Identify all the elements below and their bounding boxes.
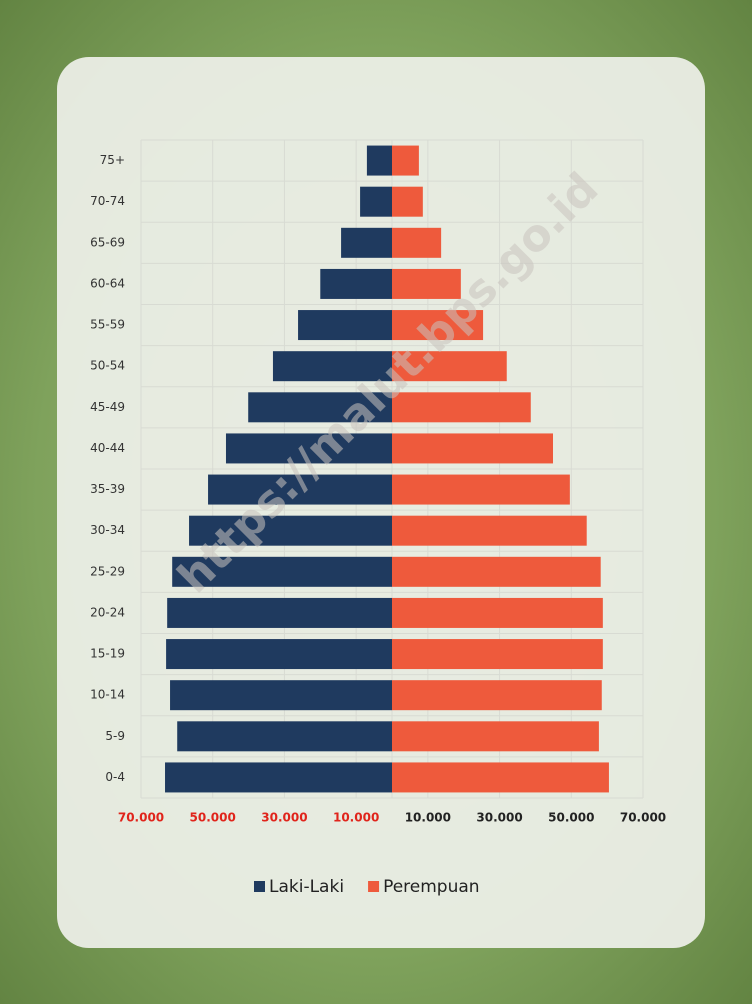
x-tick-label: 30.000 <box>261 811 307 825</box>
bar <box>172 556 392 587</box>
y-tick-label: 0-4 <box>105 770 125 784</box>
bars <box>165 145 609 793</box>
y-tick-label: 50-54 <box>90 359 125 373</box>
y-tick-label: 25-29 <box>90 564 125 578</box>
bar <box>392 145 419 176</box>
bar <box>360 186 392 217</box>
bar <box>392 310 484 341</box>
bar <box>392 268 461 299</box>
y-tick-label: 55-59 <box>90 318 125 332</box>
y-tick-label: 45-49 <box>90 400 125 414</box>
bar <box>392 762 609 793</box>
bar <box>392 515 587 546</box>
bar <box>248 392 392 423</box>
y-tick-label: 75+ <box>100 153 125 167</box>
x-tick-label: 10.000 <box>333 811 379 825</box>
y-tick-label: 40-44 <box>90 441 125 455</box>
bar <box>341 227 392 258</box>
bar <box>166 639 392 670</box>
bar <box>272 351 392 382</box>
bar <box>392 433 553 464</box>
bar <box>392 639 603 670</box>
x-tick-label: 70.000 <box>118 811 164 825</box>
y-tick-label: 30-34 <box>90 523 125 537</box>
x-tick-label: 50.000 <box>548 811 594 825</box>
bar <box>320 268 392 299</box>
bar <box>392 186 423 217</box>
bar <box>392 680 602 711</box>
bar <box>189 515 392 546</box>
bar <box>392 474 570 505</box>
legend-label: Perempuan <box>383 877 480 897</box>
bar <box>225 433 392 464</box>
bar <box>366 145 392 176</box>
bar <box>165 762 392 793</box>
legend-swatch <box>254 881 265 892</box>
y-tick-label: 35-39 <box>90 482 125 496</box>
x-tick-label: 10.000 <box>405 811 451 825</box>
bar <box>392 597 603 628</box>
bar <box>392 392 531 423</box>
bar <box>298 310 392 341</box>
y-tick-label: 15-19 <box>90 647 125 661</box>
x-tick-label: 30.000 <box>476 811 522 825</box>
bar <box>392 227 442 258</box>
y-tick-label: 65-69 <box>90 235 125 249</box>
y-tick-label: 60-64 <box>90 276 125 290</box>
y-tick-label: 10-14 <box>90 688 125 702</box>
y-tick-label: 20-24 <box>90 605 125 619</box>
x-tick-label: 70.000 <box>620 811 666 825</box>
bar <box>170 680 392 711</box>
bar <box>392 721 599 752</box>
bar <box>167 597 392 628</box>
y-tick-label: 5-9 <box>105 729 125 743</box>
legend-label: Laki-Laki <box>269 877 344 897</box>
y-tick-label: 70-74 <box>90 194 125 208</box>
bar <box>177 721 392 752</box>
labels: 70.000 50.000 30.000 10.000 10.000 30.000 50.0… <box>90 153 666 897</box>
bar <box>208 474 392 505</box>
x-tick-label: 50.000 <box>190 811 236 825</box>
bar <box>392 556 601 587</box>
legend-swatch <box>368 881 380 892</box>
bar <box>392 351 507 382</box>
